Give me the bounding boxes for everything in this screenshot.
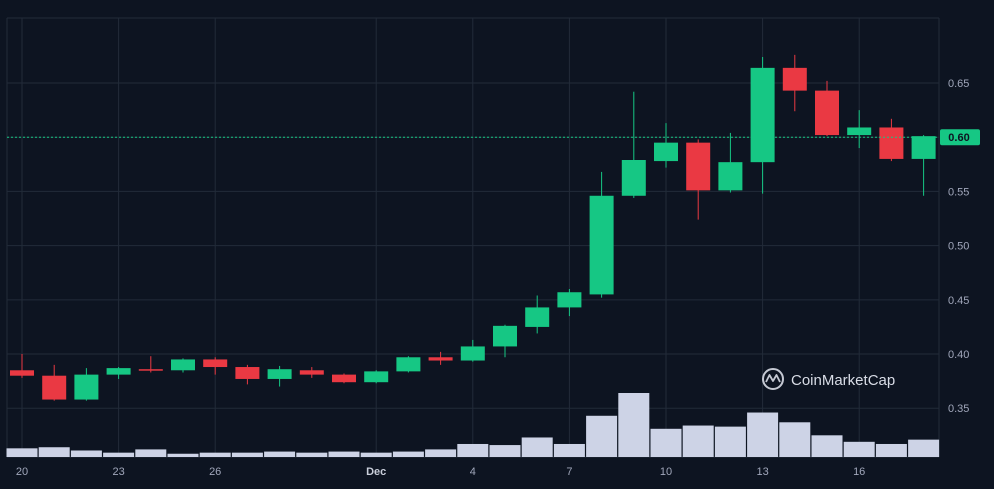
volume-bar: [714, 426, 746, 457]
x-tick-label: 16: [853, 466, 865, 478]
volume-bar: [618, 393, 650, 457]
candle-body: [686, 142, 711, 191]
y-tick-label: 0.50: [948, 241, 969, 253]
y-tick-label: 0.40: [948, 349, 969, 361]
volume-bar: [199, 452, 231, 457]
candle-body: [621, 159, 646, 196]
volume-bar: [586, 415, 618, 457]
candle-body: [589, 195, 614, 295]
candle-body: [718, 162, 743, 191]
candle-body: [428, 357, 453, 361]
candle-body: [750, 67, 775, 163]
volume-bar: [425, 449, 457, 457]
candle-body: [847, 127, 872, 136]
candle-body: [299, 370, 324, 375]
coinmarketcap-watermark: CoinMarketCap: [791, 372, 895, 389]
candle-body: [557, 292, 582, 308]
volume-bar: [296, 452, 328, 457]
candle-body: [10, 370, 34, 376]
candle-body: [171, 359, 195, 371]
candle-body: [138, 369, 163, 371]
volume-bar: [360, 452, 392, 457]
candle-body: [654, 142, 678, 162]
candle-body: [203, 359, 228, 368]
candle-body: [106, 368, 131, 375]
volume-bar: [843, 441, 875, 457]
x-tick-label: 10: [660, 466, 672, 478]
x-tick-label: Dec: [366, 466, 386, 478]
x-tick-label: 4: [470, 466, 476, 478]
volume-bar: [682, 425, 714, 457]
volume-bar: [392, 451, 424, 457]
volume-bar: [553, 443, 585, 457]
volume-bar: [135, 449, 167, 457]
x-tick-label: 20: [16, 466, 28, 478]
volume-bar: [521, 437, 553, 457]
volume-bar: [779, 422, 811, 457]
candle-body: [42, 375, 67, 400]
current-price-label: 0.60: [948, 132, 969, 144]
volume-bar: [38, 447, 70, 457]
candle-body: [74, 374, 99, 400]
candle-body: [493, 325, 517, 347]
volume-bar: [811, 435, 843, 457]
volume-bar: [457, 443, 489, 457]
candle-body: [879, 127, 904, 159]
volume-bar: [6, 448, 38, 457]
y-tick-label: 0.35: [948, 403, 969, 415]
x-tick-label: 26: [209, 466, 221, 478]
volume-bar: [328, 451, 360, 457]
candle-body: [396, 357, 421, 372]
candle-body: [815, 90, 839, 136]
volume-bar: [489, 445, 521, 457]
y-tick-label: 0.55: [948, 186, 969, 198]
x-tick-label: 23: [112, 466, 124, 478]
y-tick-label: 0.65: [948, 78, 969, 90]
candle-body: [460, 346, 485, 361]
volume-bar: [264, 451, 296, 457]
candle-body: [525, 307, 550, 327]
volume-bar: [231, 452, 263, 457]
volume-bar: [650, 428, 682, 457]
candle-body: [267, 369, 292, 379]
volume-bar: [70, 450, 102, 457]
volume-bar: [908, 439, 940, 457]
x-tick-label: 13: [756, 466, 768, 478]
current-price-badge: [940, 129, 980, 146]
y-tick-label: 0.45: [948, 295, 969, 307]
volume-bar: [875, 443, 907, 457]
volume-bar: [103, 452, 135, 457]
candle-body: [911, 136, 936, 159]
volume-bar: [167, 453, 199, 457]
volume-bar: [747, 412, 779, 457]
candle-body: [235, 367, 260, 379]
candle-body: [364, 371, 389, 383]
x-tick-label: 7: [566, 466, 572, 478]
candle-body: [782, 67, 807, 91]
coinmarketcap-logo-icon: [762, 368, 784, 390]
candle-body: [332, 374, 356, 383]
